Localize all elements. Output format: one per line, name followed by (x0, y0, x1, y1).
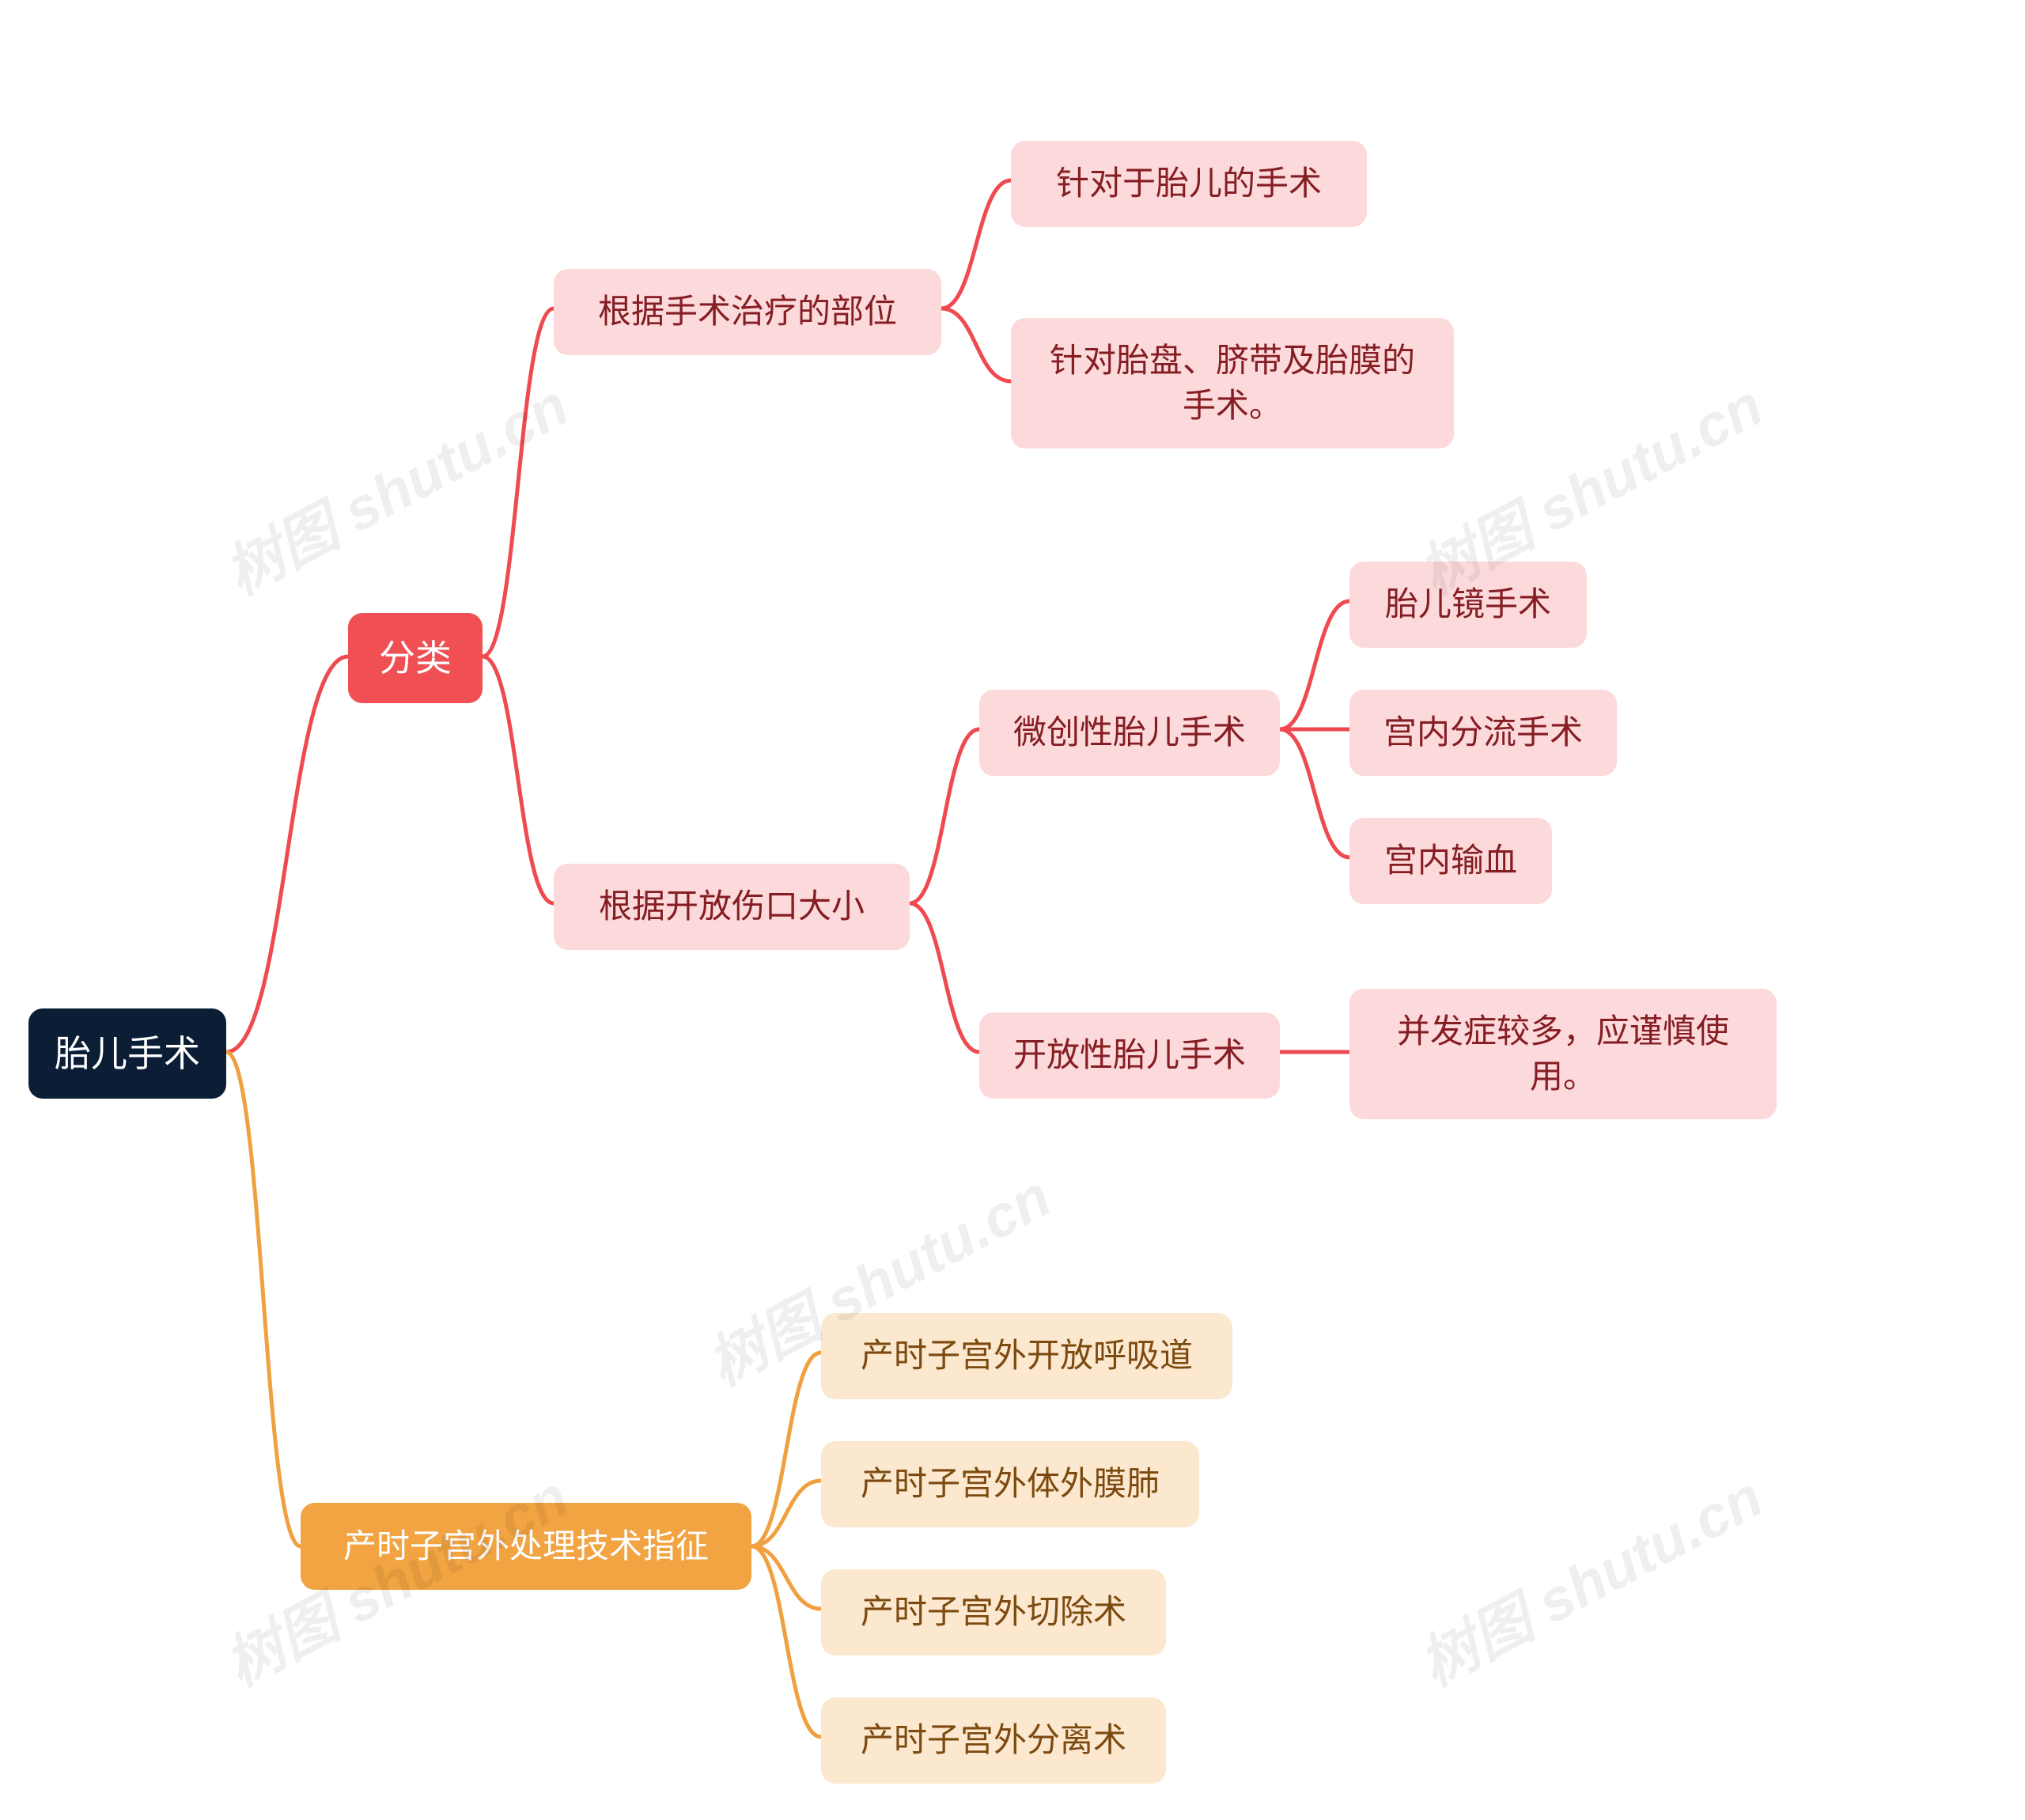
node-a2a-label: 微创性胎儿手术 (1013, 710, 1246, 755)
node-a2a3-label: 宫内输血 (1384, 838, 1517, 884)
node-a2a1-label: 胎儿镜手术 (1385, 582, 1551, 627)
root-label: 胎儿手术 (55, 1029, 200, 1078)
node-b1: 产时子宫外开放呼吸道 (821, 1313, 1232, 1399)
node-b2: 产时子宫外体外膜肺 (821, 1441, 1199, 1527)
node-a2a1: 胎儿镜手术 (1349, 562, 1587, 648)
node-a1b-label: 针对胎盘、脐带及胎膜的手术。 (1039, 339, 1425, 428)
root-node: 胎儿手术 (28, 1008, 226, 1099)
node-a2b1-label: 并发症较多，应谨慎使用。 (1378, 1009, 1748, 1099)
node-a1: 根据手术治疗的部位 (554, 269, 941, 355)
node-a1a-label: 针对于胎儿的手术 (1056, 161, 1322, 206)
node-b1-label: 产时子宫外开放呼吸道 (861, 1334, 1193, 1379)
node-b4-label: 产时子宫外分离术 (861, 1718, 1126, 1763)
node-b2-label: 产时子宫外体外膜肺 (861, 1462, 1160, 1507)
node-a1b: 针对胎盘、脐带及胎膜的手术。 (1011, 318, 1454, 448)
node-a2b1: 并发症较多，应谨慎使用。 (1349, 989, 1777, 1119)
node-b4: 产时子宫外分离术 (821, 1697, 1166, 1784)
mindmap-canvas: 胎儿手术 分类 根据手术治疗的部位 针对于胎儿的手术 针对胎盘、脐带及胎膜的手术… (0, 0, 2025, 1820)
node-a2a3: 宫内输血 (1349, 818, 1552, 904)
node-a2-label: 根据开放伤口大小 (599, 884, 865, 929)
branch-b-label: 产时子宫外处理技术指征 (343, 1524, 709, 1569)
node-b3: 产时子宫外切除术 (821, 1569, 1166, 1655)
node-a2: 根据开放伤口大小 (554, 864, 910, 950)
node-a2b: 开放性胎儿手术 (979, 1012, 1280, 1099)
watermark: 树图 shutu.cn (208, 359, 581, 611)
branch-b-node: 产时子宫外处理技术指征 (301, 1503, 751, 1590)
node-a2a: 微创性胎儿手术 (979, 690, 1280, 776)
node-a1a: 针对于胎儿的手术 (1011, 141, 1367, 227)
node-a2a2: 宫内分流手术 (1349, 690, 1617, 776)
branch-a-label: 分类 (379, 634, 452, 683)
node-a2a2-label: 宫内分流手术 (1383, 710, 1583, 755)
watermark: 树图 shutu.cn (1402, 1451, 1775, 1702)
node-a1-label: 根据手术治疗的部位 (598, 289, 897, 335)
node-a2b-label: 开放性胎儿手术 (1013, 1033, 1246, 1078)
branch-a-node: 分类 (348, 613, 483, 703)
node-b3-label: 产时子宫外切除术 (861, 1590, 1126, 1635)
